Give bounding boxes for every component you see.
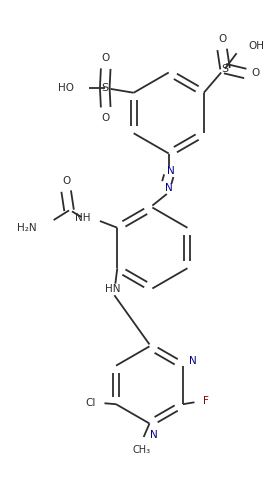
Text: HN: HN	[105, 285, 120, 295]
Text: H₂N: H₂N	[17, 223, 36, 233]
Text: F: F	[203, 396, 209, 406]
Text: N: N	[167, 166, 175, 176]
Text: S: S	[101, 83, 108, 93]
Text: N: N	[165, 183, 173, 193]
Text: O: O	[62, 176, 70, 186]
Text: O: O	[101, 53, 110, 63]
Text: S: S	[222, 63, 229, 73]
Text: N: N	[189, 356, 196, 366]
Text: CH₃: CH₃	[133, 445, 151, 455]
Text: O: O	[218, 34, 226, 44]
Text: O: O	[101, 113, 110, 123]
Text: NH: NH	[75, 213, 90, 223]
Text: HO: HO	[58, 83, 74, 93]
Text: O: O	[252, 68, 260, 78]
Text: Cl: Cl	[86, 398, 96, 408]
Text: N: N	[151, 430, 158, 440]
Text: OH: OH	[248, 41, 264, 51]
